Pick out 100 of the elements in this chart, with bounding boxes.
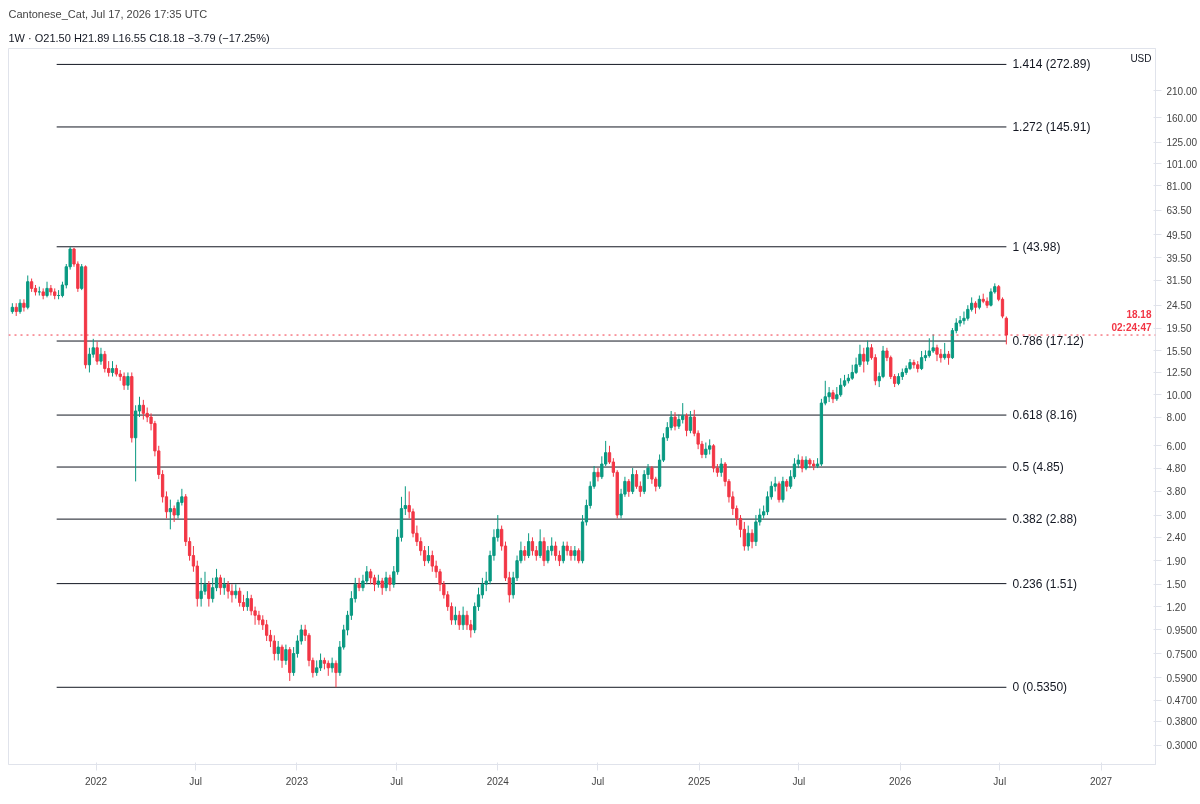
candlestick — [711, 443, 716, 473]
y-tick-label: 4.80 — [1166, 463, 1187, 475]
ref-line-label: 1 (43.98) — [1012, 239, 1061, 254]
candlestick — [742, 521, 747, 552]
y-tick-label: 0.9500 — [1166, 624, 1198, 636]
ref-line-label: 0.236 (1.51) — [1012, 576, 1078, 591]
candlestick — [719, 457, 723, 478]
y-tick-label: 3.80 — [1166, 486, 1187, 498]
candlestick — [95, 341, 99, 366]
ref-line-label: 18.18 02:24:47 — [1111, 308, 1152, 334]
y-tick-label: 1.50 — [1166, 579, 1187, 591]
y-tick-label: 0.4700 — [1166, 695, 1198, 707]
y-tick-label: 160.00 — [1166, 112, 1198, 124]
candlestick — [126, 371, 130, 391]
candlestick — [334, 659, 338, 688]
ref-line-label: 0.382 (2.88) — [1012, 512, 1078, 527]
y-tick-label: 63.50 — [1166, 205, 1192, 217]
chart-subtitle: Cantonese_Cat, Jul 17, 2026 17:35 UTC — [8, 7, 208, 20]
candlestick — [939, 348, 943, 364]
candlestick — [80, 263, 84, 291]
y-tick-label: 0.3000 — [1166, 740, 1198, 752]
candlestick — [750, 528, 754, 549]
y-tick-label: 0.5900 — [1166, 672, 1198, 684]
candlestick — [831, 389, 835, 404]
candlestick — [207, 580, 211, 608]
candlestick — [211, 577, 215, 603]
ref-line-label: 1.272 (145.91) — [1012, 119, 1091, 134]
ref-line-label: 0.786 (17.12) — [1012, 334, 1084, 349]
candlestick — [931, 333, 935, 354]
candlestick — [226, 580, 230, 600]
candlestick — [561, 541, 565, 564]
candlestick — [746, 525, 750, 552]
y-tick-label: 10.00 — [1166, 389, 1192, 401]
candlestick — [985, 296, 989, 309]
candlestick — [122, 371, 126, 391]
candlestick — [388, 574, 392, 592]
candlestick — [684, 412, 689, 437]
y-tick-label: 49.50 — [1166, 229, 1192, 241]
candlestick — [688, 410, 693, 434]
x-tick-label: Jul — [993, 775, 1007, 787]
candlestick — [538, 528, 542, 559]
chart-title: 1W · O21.50 H21.89 L16.55 C18.18 −3.79 (−17.25%) — [8, 31, 270, 44]
candlestick — [330, 657, 334, 674]
candlestick — [141, 399, 145, 421]
y-tick-label: 1.20 — [1166, 601, 1187, 613]
candlestick — [530, 536, 535, 557]
candlestick — [280, 644, 284, 669]
ref-line-label: 0 (0.5350) — [1012, 680, 1068, 695]
candlestick — [284, 644, 288, 666]
candlestick — [565, 541, 569, 557]
x-tick-label: 2024 — [486, 775, 510, 787]
y-tick-label: 210.00 — [1166, 85, 1198, 97]
y-tick-label: 12.50 — [1166, 367, 1192, 379]
candlestick — [553, 541, 558, 562]
candlestick — [288, 646, 292, 682]
candlestick — [935, 344, 939, 362]
y-tick-label: 15.50 — [1166, 345, 1192, 357]
candlestick — [49, 284, 53, 297]
ref-line-label: 0.618 (8.16) — [1012, 408, 1078, 423]
candlestick — [634, 469, 639, 490]
candlestick — [457, 610, 461, 631]
y-tick-label: 3.00 — [1166, 510, 1187, 522]
candlestick — [630, 467, 635, 495]
y-tick-label: 8.00 — [1166, 412, 1187, 424]
x-tick-label: Jul — [792, 775, 806, 787]
candlestick — [673, 411, 677, 431]
y-tick-label: 24.50 — [1166, 300, 1192, 312]
y-tick-label: 101.00 — [1166, 158, 1198, 170]
x-tick-label: Jul — [591, 775, 605, 787]
candlestick — [596, 467, 600, 482]
y-tick-label: 0.3800 — [1166, 716, 1198, 728]
candlestick — [461, 606, 465, 631]
annotation: USD — [1130, 52, 1152, 64]
x-tick-label: Jul — [189, 775, 203, 787]
y-tick-label: 125.00 — [1166, 137, 1198, 149]
y-tick-label: 2.40 — [1166, 532, 1187, 544]
candlestick — [257, 610, 261, 626]
candlestick — [103, 350, 107, 373]
candlestick — [927, 337, 931, 359]
y-tick-label: 19.50 — [1166, 323, 1192, 335]
candlestick — [781, 476, 785, 504]
candlestick — [569, 545, 573, 562]
y-tick-label: 1.90 — [1166, 555, 1187, 567]
candlestick — [453, 606, 458, 626]
candlestick — [912, 359, 916, 370]
y-tick-label: 0.7500 — [1166, 648, 1198, 660]
y-tick-label: 31.50 — [1166, 275, 1192, 287]
candlestick — [22, 298, 26, 313]
x-tick-label: 2022 — [84, 775, 108, 787]
candlestick — [168, 499, 172, 530]
x-tick-label: 2025 — [688, 775, 711, 787]
candlestick — [99, 347, 103, 366]
ref-line-label: 1.414 (272.89) — [1012, 57, 1091, 72]
x-tick-label: Jul — [390, 775, 403, 787]
candlestick — [272, 634, 276, 661]
candlestick — [765, 490, 770, 516]
candlestick — [276, 640, 280, 661]
candlestick — [357, 577, 361, 592]
candlestick — [230, 583, 234, 603]
candlestick — [238, 587, 242, 608]
